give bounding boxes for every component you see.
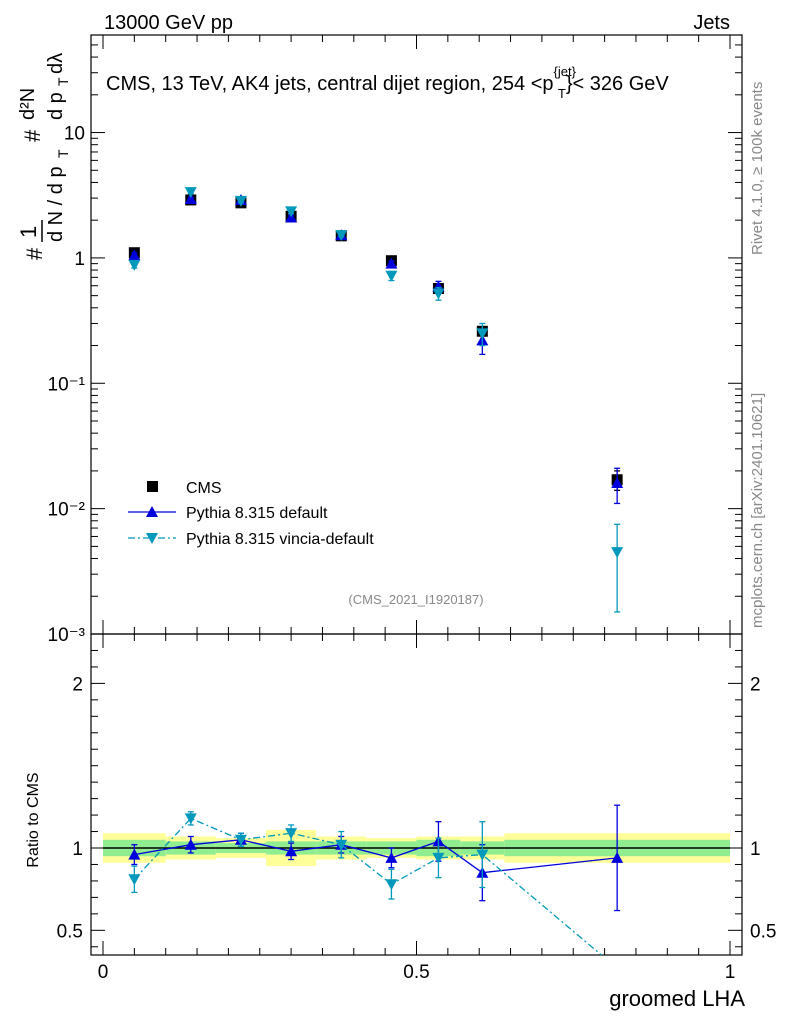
vincia-marker — [385, 270, 398, 282]
main-y-tick-label: 1 — [74, 249, 85, 270]
vincia-marker — [128, 259, 141, 271]
plot-title-sup: {jet} — [554, 64, 577, 79]
pythia-marker — [385, 257, 398, 269]
pythia-marker — [184, 193, 197, 205]
x-axis-label: groomed LHA — [609, 986, 745, 1011]
pythia-line — [134, 199, 617, 483]
pythia-marker — [128, 249, 141, 261]
vincia-marker — [611, 547, 624, 559]
vincia-marker — [184, 187, 197, 199]
vincia-marker — [234, 195, 247, 207]
plot-title-sub: T — [558, 86, 566, 101]
legend-label-vincia: Pythia 8.315 vincia-default — [186, 531, 374, 548]
vincia-marker — [476, 328, 489, 340]
ylabel-sub-t: T — [55, 149, 71, 158]
side-label-bottom: mcplots.cern.ch [arXiv:2401.10621] — [749, 393, 766, 628]
vincia-marker — [432, 288, 445, 300]
ylabel-d2n: d²N — [17, 88, 39, 120]
header-left: 13000 GeV pp — [104, 12, 233, 34]
legend-label-cms: CMS — [186, 480, 222, 497]
vincia-marker — [335, 230, 348, 242]
ratio-y-axis-label: Ratio to CMS — [25, 772, 42, 867]
ratio-plot-frame — [90, 633, 743, 956]
cms-line — [134, 200, 617, 480]
main-y-tick-label: 10⁻³ — [48, 625, 86, 646]
pythia-ratio-marker — [285, 845, 298, 857]
ylabel-hash1: # — [22, 247, 47, 260]
pythia-ratio-marker — [184, 838, 197, 850]
legend-marker-cms — [147, 481, 158, 492]
ylabel-dlambda: dλ — [45, 53, 67, 74]
plot-title-main: CMS, 13 TeV, AK4 jets, central dijet reg… — [106, 73, 554, 95]
legend-marker-vincia — [146, 533, 158, 544]
x-tick-label: 0 — [98, 962, 109, 983]
ylabel-dpt: d p — [45, 92, 67, 120]
main-y-tick-label: 10⁻¹ — [48, 374, 86, 395]
ylabel-hash2: # — [20, 129, 45, 142]
pythia-marker — [611, 477, 624, 489]
main-y-tick-label: 10 — [64, 124, 85, 145]
ratio-y-tick-label-right: 0.5 — [750, 921, 776, 942]
ylabel-dn: d N / d p — [45, 166, 67, 242]
ylabel-one: 1 — [16, 226, 41, 238]
vincia-ratio-marker — [234, 834, 247, 846]
plot-title: CMS, 13 TeV, AK4 jets, central dijet reg… — [106, 64, 669, 101]
data-series — [128, 187, 624, 955]
legend-marker-pythia — [146, 506, 158, 517]
ratio-y-tick-label-left: 1 — [72, 839, 83, 860]
pythia-ratio-marker — [611, 851, 624, 863]
legend: CMS Pythia 8.315 default Pythia 8.315 vi… — [128, 480, 374, 548]
x-tick-label: 1 — [725, 962, 736, 983]
ratio-uncertainty-bands — [103, 829, 730, 867]
analysis-id: (CMS_2021_I1920187) — [348, 592, 483, 607]
axis-ticks: 10⁻³ 10⁻² 10⁻¹ 1 10 0.5 0.5 1 1 2 2 0 0.5 1 — [48, 34, 776, 983]
vincia-ratio-marker — [184, 813, 197, 825]
vincia-ratio-marker — [476, 849, 489, 861]
vincia-ratio-marker — [285, 828, 298, 840]
ratio-y-tick-label-left: 2 — [72, 674, 83, 695]
pythia-ratio-marker — [128, 848, 141, 860]
main-y-axis-label: # 1 d N / d p T # d²N d p T dλ — [16, 53, 71, 260]
vincia-ratio-marker — [385, 879, 398, 891]
main-y-tick-label: 10⁻² — [48, 500, 86, 521]
ylabel-sub-t2: T — [55, 77, 71, 86]
vincia-marker — [285, 206, 298, 218]
legend-label-pythia: Pythia 8.315 default — [186, 505, 328, 522]
vincia-ratio-line — [133, 817, 603, 955]
pythia-ratio-marker — [385, 851, 398, 863]
x-tick-label: 0.5 — [403, 962, 429, 983]
header-right: Jets — [693, 12, 730, 34]
side-label-top: Rivet 4.1.0, ≥ 100k events — [749, 82, 766, 255]
vincia-line — [134, 192, 617, 552]
ratio-y-tick-label-right: 1 — [750, 839, 761, 860]
vincia-ratio-marker — [128, 874, 141, 886]
ratio-y-tick-label-right: 2 — [750, 674, 761, 695]
vincia-ratio-marker — [432, 852, 445, 864]
ratio-y-tick-label-left: 0.5 — [57, 921, 83, 942]
plot-title-end: }< 326 GeV — [566, 73, 670, 95]
vincia-ratio-marker — [335, 839, 348, 851]
